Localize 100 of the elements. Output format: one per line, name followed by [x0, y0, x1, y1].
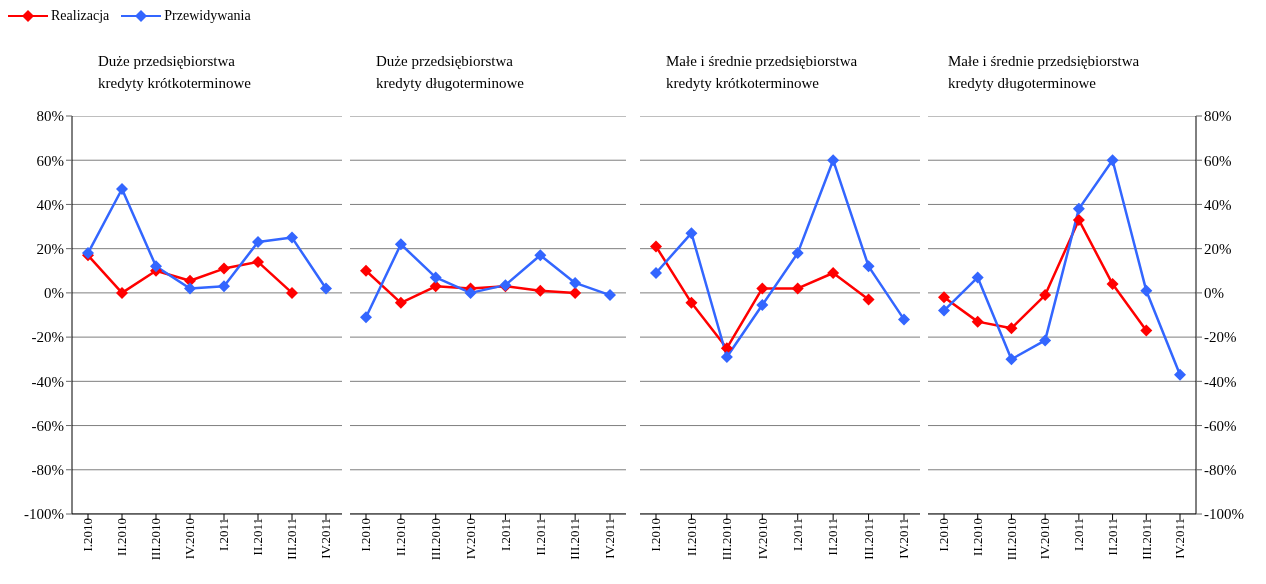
- chart-title: Małe i średnie przedsiębiorstwa kredyty krótkoterminowe: [665, 52, 859, 93]
- x-tick-label: III.2010: [148, 518, 164, 561]
- point: [1005, 322, 1018, 335]
- point: [827, 154, 840, 167]
- y-tick-label: -100%: [24, 506, 64, 523]
- legend-label: Przewidywania: [164, 8, 251, 24]
- x-tick-label: I.2010: [936, 518, 952, 552]
- point: [685, 227, 698, 240]
- x-tick-label: IV.2010: [182, 518, 198, 560]
- y2-tick-label: -100%: [1204, 506, 1244, 523]
- point: [1072, 213, 1085, 226]
- x-tick-label: III.2011: [567, 518, 583, 560]
- point: [791, 282, 804, 295]
- x-tick-label: I.2011: [1071, 518, 1087, 552]
- x-tick-label: III.2010: [1003, 518, 1019, 561]
- x-tick-label: IV.2011: [1172, 518, 1188, 559]
- x-tick-label: II.2011: [250, 518, 266, 556]
- point: [569, 276, 582, 289]
- y-tick-label: -80%: [31, 462, 64, 479]
- point: [320, 282, 332, 295]
- point: [862, 293, 875, 306]
- point: [394, 296, 407, 309]
- y2-tick-label: 20%: [1204, 240, 1232, 257]
- point: [938, 291, 950, 304]
- y-tick-label: -60%: [31, 417, 64, 434]
- point: [429, 271, 442, 284]
- x-tick-label: I.2010: [648, 518, 664, 552]
- point: [360, 264, 372, 277]
- x-tick-label: III.2011: [860, 518, 876, 560]
- y2-tick-label: 80%: [1204, 108, 1232, 125]
- y2-tick-label: 0%: [1204, 285, 1224, 302]
- point: [938, 304, 950, 317]
- point: [360, 311, 372, 324]
- point: [791, 247, 804, 260]
- chart-title: Duże przedsiębiorstwa kredyty długoterminowe: [375, 52, 525, 93]
- x-tick-label: IV.2011: [318, 518, 334, 559]
- y2-tick-label: 60%: [1204, 152, 1232, 169]
- x-tick-label: I.2011: [216, 518, 232, 552]
- x-tick-label: III.2010: [427, 518, 443, 561]
- x-tick-label: IV.2010: [1037, 518, 1053, 560]
- point: [116, 286, 128, 299]
- point: [1140, 324, 1153, 337]
- y-tick-label: -40%: [31, 373, 64, 390]
- y-tick-label: 20%: [36, 240, 64, 257]
- y2-tick-label: -80%: [1204, 462, 1237, 479]
- x-tick-label: II.2010: [969, 518, 985, 556]
- x-tick-label: III.2011: [284, 518, 300, 560]
- point: [1106, 278, 1119, 291]
- y2-tick-label: -60%: [1204, 417, 1237, 434]
- x-tick-label: I.2010: [80, 518, 96, 552]
- point: [464, 286, 477, 299]
- x-tick-label: II.2010: [393, 518, 409, 556]
- x-tick-label: III.2011: [1138, 518, 1154, 560]
- point: [1039, 334, 1052, 347]
- point: [971, 315, 984, 328]
- point: [534, 284, 547, 297]
- point: [150, 260, 162, 273]
- point: [604, 289, 616, 302]
- point: [218, 280, 230, 293]
- chart-title: Małe i średnie przedsiębiorstwa kredyty długoterminowe: [947, 52, 1141, 93]
- point: [1174, 368, 1186, 381]
- x-tick-label: III.2010: [719, 518, 735, 561]
- point: [1005, 353, 1018, 366]
- point: [184, 282, 196, 295]
- y-tick-label: -20%: [31, 329, 64, 346]
- point: [534, 249, 547, 262]
- x-tick-label: II.2010: [683, 518, 699, 556]
- point: [1039, 289, 1052, 302]
- chart-title: Duże przedsiębiorstwa kredyty krótkoterminowe: [97, 52, 252, 93]
- y2-tick-label: -20%: [1204, 329, 1237, 346]
- point: [252, 236, 264, 249]
- point: [286, 231, 298, 244]
- x-tick-label: I.2011: [789, 518, 805, 552]
- point: [650, 266, 662, 279]
- point: [252, 255, 264, 268]
- point: [756, 282, 769, 295]
- y-tick-label: 80%: [36, 108, 64, 125]
- x-tick-label: IV.2010: [754, 518, 770, 560]
- x-tick-label: II.2011: [532, 518, 548, 556]
- legend-label: Realizacja: [51, 8, 110, 24]
- x-tick-label: I.2010: [358, 518, 374, 552]
- x-tick-label: II.2010: [114, 518, 130, 556]
- point: [827, 266, 840, 279]
- x-tick-label: IV.2011: [896, 518, 912, 559]
- point: [1106, 154, 1119, 167]
- x-tick-label: IV.2010: [462, 518, 478, 560]
- point: [685, 296, 698, 309]
- y2-tick-label: -40%: [1204, 373, 1237, 390]
- point: [971, 271, 984, 284]
- point: [116, 182, 128, 195]
- point: [862, 260, 875, 273]
- point: [720, 351, 733, 364]
- x-tick-label: II.2011: [1104, 518, 1120, 556]
- point: [898, 313, 910, 326]
- y-tick-label: 0%: [44, 285, 64, 302]
- y-tick-label: 40%: [36, 196, 64, 213]
- point: [756, 299, 769, 312]
- y2-tick-label: 40%: [1204, 196, 1232, 213]
- point: [394, 238, 407, 251]
- point: [1072, 202, 1085, 215]
